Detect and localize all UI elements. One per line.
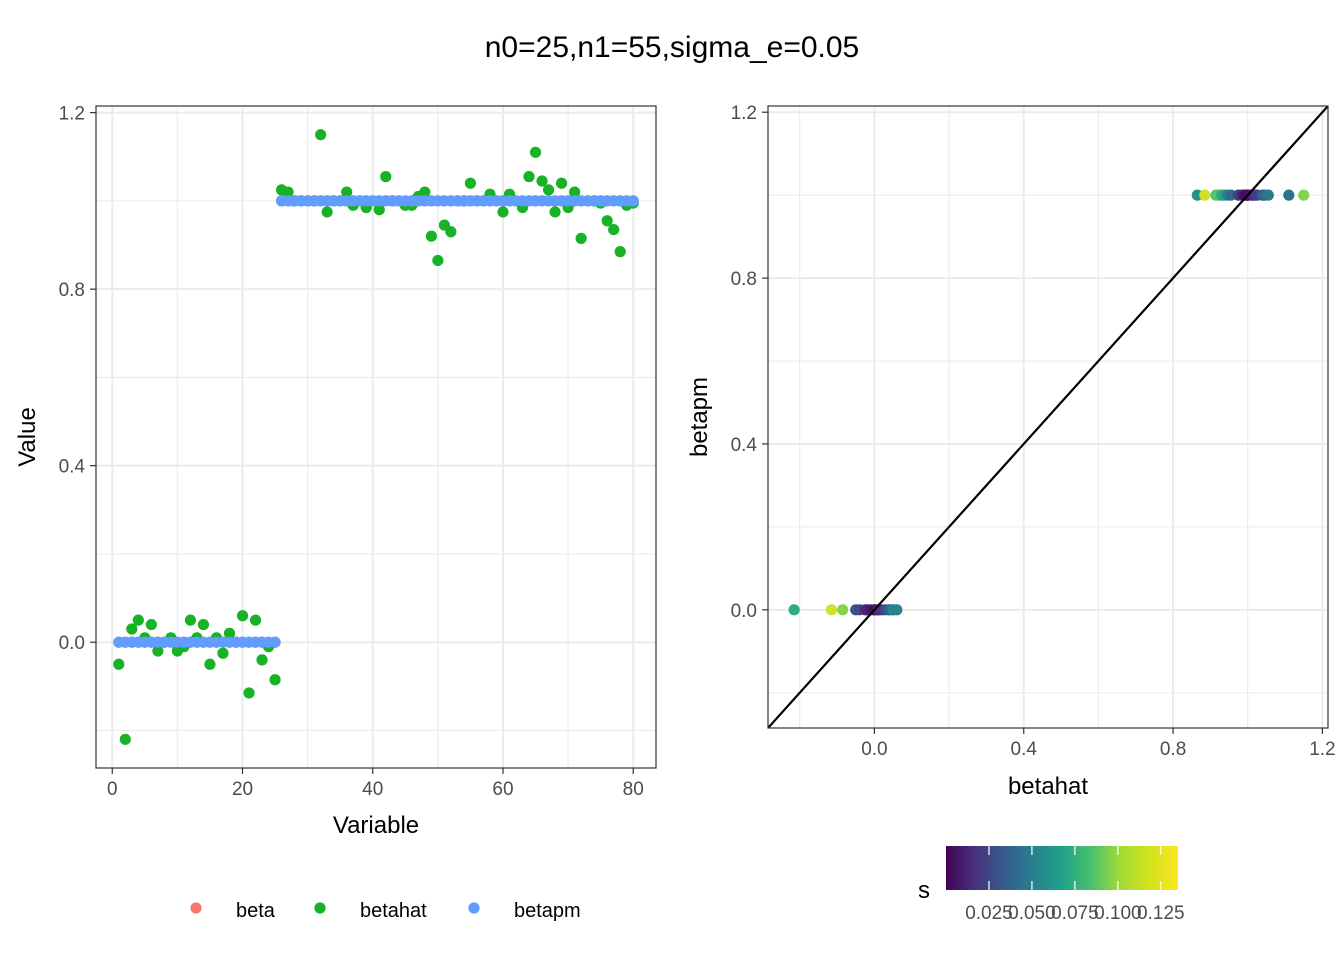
- betahat-point: [184, 614, 197, 626]
- betahat-point: [282, 186, 294, 198]
- betahat-point: [608, 223, 620, 236]
- betahat-betapm-point: [825, 604, 838, 616]
- betahat-point: [536, 175, 548, 187]
- betahat-betapm-point: [837, 604, 849, 616]
- betahat-point: [341, 186, 353, 198]
- betahat-point: [497, 206, 509, 218]
- betahat-point: [555, 177, 568, 189]
- x-tick-label: 0: [107, 779, 118, 800]
- betahat-betapm-point: [1199, 189, 1211, 201]
- betahat-point: [152, 645, 164, 657]
- right-panel-gridlines: [768, 106, 1328, 728]
- colorbar-gradient: [946, 846, 1178, 890]
- betahat-point: [217, 647, 229, 659]
- legend-label-beta: beta: [236, 900, 276, 922]
- left-panel-axes: 0 20 40 60 80 0.0 0.4 0.8 1.2: [59, 104, 644, 800]
- betahat-point: [380, 171, 392, 183]
- betahat-point: [523, 171, 535, 183]
- betahat-point: [204, 658, 216, 670]
- left-panel-border: [95, 105, 657, 769]
- right-panel: 0.0 0.4 0.8 1.2 0.0 0.4 0.8 1.2 betahat betapm: [686, 103, 1336, 800]
- left-x-axis-label: Variable: [333, 812, 419, 839]
- left-y-axis-label: Value: [14, 407, 41, 467]
- betahat-point: [269, 674, 281, 686]
- betahat-betapm-point: [1298, 189, 1310, 201]
- legend-key-betapm: [468, 902, 480, 914]
- betahat-point: [126, 623, 138, 635]
- x-tick-label: 20: [232, 779, 253, 800]
- x-tick-label: 80: [623, 779, 644, 800]
- right-y-axis-label: betapm: [686, 377, 713, 457]
- colorbar-title: s: [918, 877, 930, 904]
- betahat-point: [321, 206, 333, 218]
- betapm-point: [627, 195, 639, 207]
- betahat-point: [419, 186, 431, 198]
- betahat-point: [542, 184, 555, 196]
- y-tick-label: 0.8: [59, 280, 85, 301]
- betahat-point: [256, 654, 268, 666]
- betahat-point: [236, 610, 249, 622]
- betahat-betapm-point: [891, 604, 903, 616]
- betahat-point: [315, 129, 327, 141]
- x-tick-label: 0.8: [1160, 739, 1186, 760]
- betahat-point: [614, 246, 626, 258]
- legend-key-betahat: [314, 902, 326, 914]
- legend-key-beta: [190, 902, 202, 914]
- right-panel-axes: 0.0 0.4 0.8 1.2 0.0 0.4 0.8 1.2: [731, 103, 1336, 760]
- betahat-betapm-point: [1283, 189, 1295, 201]
- betahat-point: [249, 614, 262, 626]
- betahat-point: [243, 687, 255, 699]
- betahat-point: [145, 618, 157, 631]
- betapm-point: [269, 636, 281, 648]
- x-tick-label: 60: [492, 779, 513, 800]
- y-tick-label: 1.2: [59, 104, 85, 125]
- betahat-point: [373, 204, 385, 216]
- betahat-point: [425, 230, 437, 242]
- right-panel-points: [768, 106, 1328, 728]
- y-tick-label: 0.0: [731, 601, 757, 622]
- identity-line: [768, 106, 1328, 728]
- betahat-point: [601, 215, 613, 227]
- betahat-betapm-point: [1262, 189, 1274, 201]
- colorbar-tick-label: 0.125: [1137, 903, 1185, 924]
- betahat-point: [197, 618, 210, 631]
- betahat-point: [529, 146, 542, 158]
- betahat-point: [575, 232, 587, 244]
- betahat-point: [132, 614, 144, 626]
- x-tick-label: 40: [362, 779, 383, 800]
- y-tick-label: 1.2: [731, 103, 757, 124]
- x-tick-label: 0.4: [1011, 739, 1038, 760]
- left-legend: beta betahat betapm: [190, 900, 581, 922]
- y-tick-label: 0.8: [731, 269, 757, 290]
- betahat-betapm-point: [788, 604, 800, 616]
- x-tick-label: 0.0: [861, 739, 887, 760]
- betahat-point: [119, 733, 131, 745]
- y-tick-label: 0.0: [59, 633, 85, 654]
- betahat-point: [445, 226, 457, 238]
- left-panel-background: [96, 106, 656, 768]
- figure-title: n0=25,n1=55,sigma_e=0.05: [485, 31, 860, 64]
- left-panel-points: [113, 129, 639, 745]
- colorbar-tick-label: 0.100: [1094, 903, 1142, 924]
- betahat-point: [464, 177, 477, 189]
- betahat-point: [432, 254, 444, 267]
- left-panel: 0 20 40 60 80 0.0 0.4 0.8 1.2 Variable Value: [14, 104, 657, 839]
- betahat-point: [113, 658, 125, 670]
- betahat-point: [223, 627, 236, 639]
- colorbar-tick-label: 0.075: [1051, 903, 1099, 924]
- right-panel-border: [767, 105, 1329, 729]
- left-panel-gridlines: [96, 106, 656, 768]
- legend-label-betahat: betahat: [360, 900, 427, 922]
- betahat-point: [569, 186, 581, 198]
- colorbar-tick-label: 0.025: [965, 903, 1013, 924]
- colorbar-tick-label: 0.050: [1008, 903, 1056, 924]
- y-tick-label: 0.4: [731, 435, 758, 456]
- x-tick-label: 1.2: [1309, 739, 1335, 760]
- right-x-axis-label: betahat: [1008, 773, 1088, 800]
- legend-label-betapm: betapm: [514, 900, 581, 922]
- betahat-point: [549, 206, 561, 218]
- y-tick-label: 0.4: [59, 457, 86, 478]
